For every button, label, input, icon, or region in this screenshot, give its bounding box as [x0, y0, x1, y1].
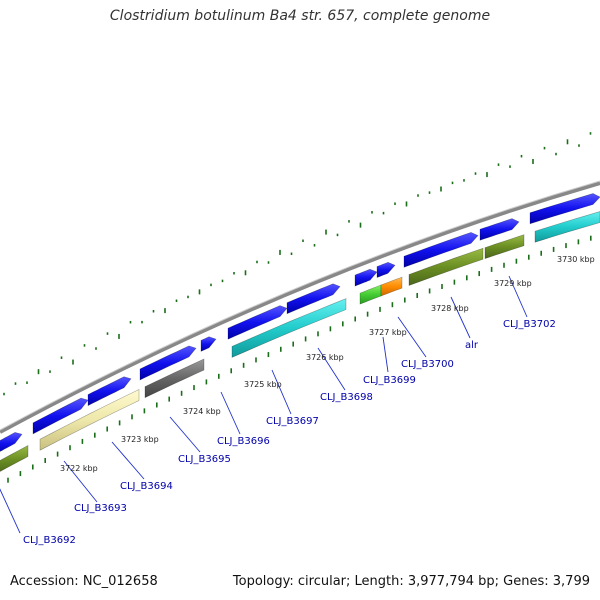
gene-label[interactable]: CLJ_B3695	[178, 454, 231, 465]
gene-label[interactable]: CLJ_B3698	[320, 392, 373, 403]
forward-cds-feature[interactable]	[200, 336, 217, 352]
gene-label[interactable]: CLJ_B3697	[266, 416, 319, 427]
map-title: Clostridium botulinum Ba4 str. 657, comp…	[109, 8, 491, 24]
position-label: 3729 kbp	[494, 279, 532, 288]
genome-stats-text: Topology: circular; Length: 3,977,794 bp…	[232, 574, 590, 589]
cds-feature[interactable]	[231, 298, 347, 358]
position-label: 3730 kbp	[557, 255, 595, 264]
rna-feature[interactable]	[484, 234, 525, 260]
forward-cds-feature[interactable]	[354, 268, 378, 287]
position-label: 3724 kbp	[183, 407, 221, 416]
reverse-strand-track	[0, 211, 600, 475]
cds-feature[interactable]	[534, 211, 600, 243]
forward-cds-feature[interactable]	[0, 432, 23, 454]
position-label: 3727 kbp	[369, 328, 407, 337]
forward-cds-feature[interactable]	[529, 193, 600, 225]
genome-backbone-highlight	[0, 180, 600, 431]
cds-feature[interactable]	[39, 389, 140, 451]
forward-cds-feature[interactable]	[286, 283, 341, 315]
gene-label[interactable]: CLJ_B3694	[120, 481, 173, 492]
rna-feature[interactable]	[0, 444, 29, 475]
forward-cds-feature[interactable]	[479, 218, 520, 241]
cds-feature[interactable]	[144, 358, 205, 399]
position-label: 3723 kbp	[121, 435, 159, 444]
forward-cds-feature[interactable]	[227, 305, 288, 340]
cds-feature[interactable]	[359, 284, 382, 305]
position-label: 3726 kbp	[306, 353, 344, 362]
position-label: 3725 kbp	[244, 380, 282, 389]
gc-content-track	[3, 132, 592, 396]
gene-label[interactable]: CLJ_B3702	[503, 319, 556, 330]
genome-backbone	[0, 181, 600, 434]
gene-label[interactable]: CLJ_B3692	[23, 535, 76, 546]
accession-text: Accession: NC_012658	[10, 574, 158, 589]
position-label: 3728 kbp	[431, 304, 469, 313]
gene-label[interactable]: CLJ_B3696	[217, 436, 270, 447]
gene-label[interactable]: alr	[465, 340, 479, 351]
forward-strand-track	[0, 193, 600, 454]
forward-cds-feature[interactable]	[403, 232, 479, 268]
position-label: 3722 kbp	[60, 464, 98, 473]
gene-label[interactable]: CLJ_B3700	[401, 359, 454, 370]
forward-cds-feature[interactable]	[376, 261, 396, 278]
position-track	[7, 235, 592, 483]
gene-label[interactable]: CLJ_B3693	[74, 503, 127, 514]
gene-label[interactable]: CLJ_B3699	[363, 375, 416, 386]
cds-feature[interactable]	[380, 276, 403, 297]
forward-cds-feature[interactable]	[139, 345, 197, 381]
forward-cds-feature[interactable]	[32, 397, 89, 435]
rna-feature[interactable]	[408, 247, 484, 286]
gene-leader-lines	[0, 275, 528, 534]
forward-cds-feature[interactable]	[87, 376, 132, 407]
